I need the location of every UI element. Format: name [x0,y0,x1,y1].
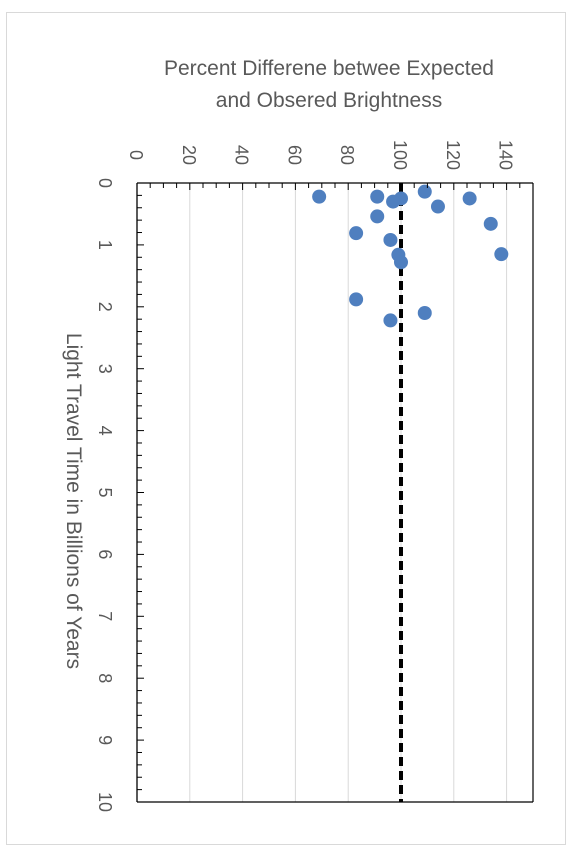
data-point-0-13 [394,255,408,270]
data-point-0-5 [386,194,401,209]
scatter-chart: Percent Differene betwee Expected and Ob… [62,57,534,812]
data-point-0-15 [417,305,432,320]
data-point-0-8 [483,216,498,231]
time-tick-label-10: 10 [95,792,115,812]
time-tick-label-5: 5 [95,487,115,497]
value-tick-label-0: 0 [126,150,146,160]
time-tick-label-7: 7 [95,611,115,621]
value-tick-label-100: 100 [390,140,410,170]
chart-frame: Percent Differene betwee Expected and Ob… [6,12,566,845]
value-tick-label-140: 140 [496,140,516,170]
data-point-0-7 [370,209,385,224]
time-tick-label-3: 3 [95,364,115,374]
data-point-0-0 [417,184,432,199]
chart-title: Percent Differene betwee Expected and Ob… [164,57,494,112]
value-tick-label-40: 40 [232,145,252,165]
data-point-0-10 [383,232,398,247]
time-tick-label-0: 0 [95,178,115,188]
time-tick-label-6: 6 [95,549,115,559]
value-tick-label-20: 20 [179,145,199,165]
data-point-0-6 [430,199,445,214]
time-tick-label-9: 9 [95,735,115,745]
time-tick-label-1: 1 [95,240,115,250]
time-tick-label-4: 4 [95,426,115,436]
gridlines [137,183,534,803]
data-points [312,184,509,328]
value-tick-label-60: 60 [284,145,304,165]
chart-title-line-1: Percent Differene betwee Expected [164,57,494,80]
data-point-0-12 [494,247,509,262]
time-tick-label-2: 2 [95,302,115,312]
tick-labels: 0 20 40 60 80 100 120 140 0 1 2 3 4 5 6 7 8 9 10 [95,140,516,812]
x-axis-title: Light Travel Time in Billions of Years [62,333,85,669]
data-point-0-2 [370,189,385,204]
data-point-0-9 [349,226,364,241]
data-point-0-3 [462,191,477,206]
value-tick-label-80: 80 [337,145,357,165]
time-tick-label-8: 8 [95,673,115,683]
data-point-0-16 [383,313,398,328]
chart-title-line-2: and Obsered Brightness [216,89,442,112]
data-point-0-1 [312,189,327,204]
value-tick-label-120: 120 [443,140,463,170]
axes [136,182,534,803]
data-point-0-14 [349,292,364,307]
